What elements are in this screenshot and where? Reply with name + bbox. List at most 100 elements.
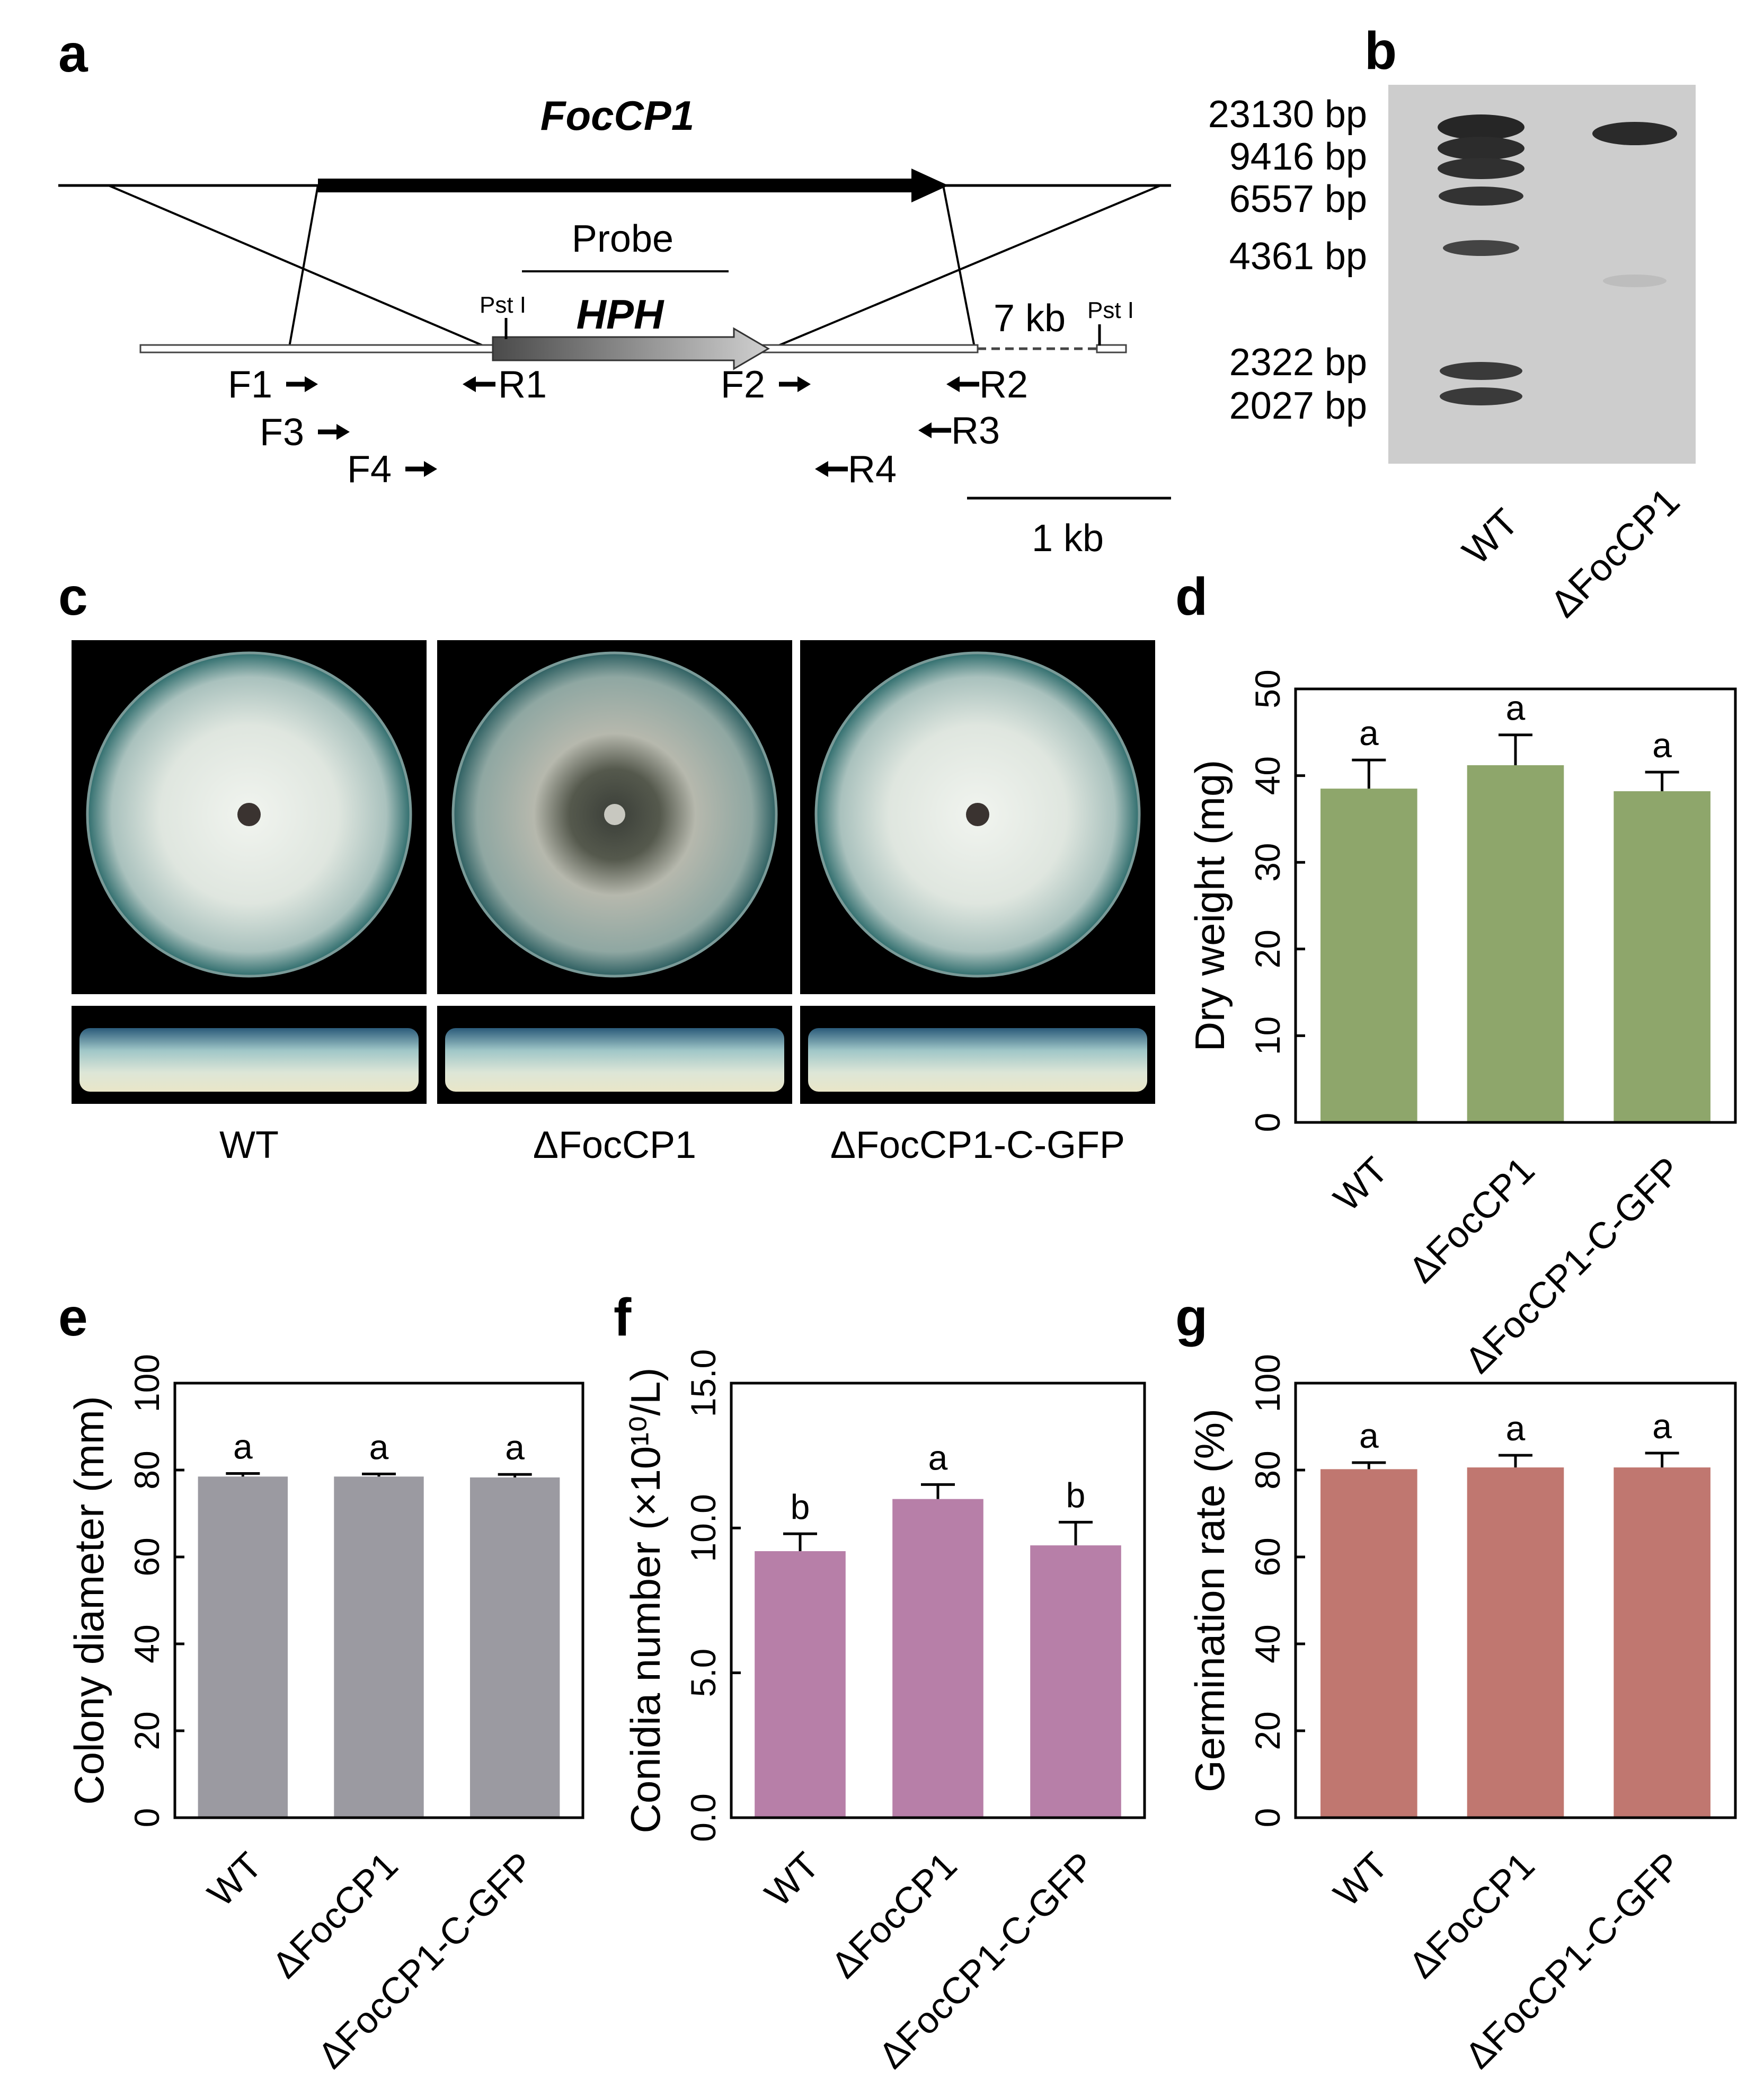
- gene-arrow-head: [911, 169, 949, 202]
- panel-letter-a: a: [58, 24, 88, 83]
- panel-letter-f: f: [614, 1288, 632, 1347]
- y-tick-label: 10: [1248, 1016, 1287, 1055]
- category-label: ΔFocCP1: [823, 1844, 965, 1986]
- bar: [1614, 791, 1710, 1122]
- panel-letter-e: e: [58, 1288, 88, 1347]
- y-tick-label: 40: [1248, 756, 1287, 795]
- ladder-band: [1440, 387, 1522, 405]
- distance-label: 7 kb: [994, 297, 1066, 340]
- significance-label: a: [1652, 725, 1672, 765]
- plot-frame: [730, 1382, 1146, 1819]
- ladder-label: 2322 bp: [1229, 341, 1367, 384]
- ladder-label: 2027 bp: [1229, 385, 1367, 427]
- bar-chart-conidia-number: bWTaΔFocCP1bΔFocCP1-C-GFP0.05.010.015.0C…: [622, 1349, 1146, 2076]
- significance-label: a: [505, 1428, 525, 1467]
- ladder-band: [1439, 187, 1523, 206]
- y-tick-label: 30: [1248, 843, 1287, 881]
- y-tick-label: 40: [1248, 1624, 1287, 1663]
- gene-label: FocCP1: [540, 92, 694, 139]
- category-label: ΔFocCP1: [1401, 1149, 1543, 1290]
- y-tick-label: 80: [127, 1450, 166, 1489]
- bar-chart-dry-weight: aWTaΔFocCP1aΔFocCP1-C-GFP01020304050Dry …: [1186, 669, 1737, 1381]
- mutant-faint-band: [1603, 275, 1667, 287]
- plot-frame: [1294, 1382, 1737, 1819]
- plate-side-complement: [808, 1028, 1147, 1092]
- crossover-line: [768, 184, 1161, 351]
- significance-label: a: [1506, 688, 1526, 728]
- significance-label: a: [233, 1427, 253, 1466]
- bar: [1320, 789, 1417, 1122]
- y-tick-label: 40: [127, 1624, 166, 1663]
- significance-label: a: [369, 1427, 389, 1466]
- bar: [1467, 765, 1564, 1122]
- plot-frame: [173, 1382, 584, 1819]
- y-axis-title: Dry weight (mg): [1186, 760, 1233, 1051]
- category-label: ΔFocCP1: [264, 1844, 406, 1986]
- primer-R1-arrow: [463, 376, 495, 392]
- southern-blot: 23130 bp 9416 bp 6557 bp 4361 bp 2322 bp…: [1208, 85, 1696, 625]
- lane-label-mutant: ΔFocCP1: [1543, 480, 1688, 625]
- bar: [469, 1477, 560, 1818]
- lane-label-wt: WT: [1455, 501, 1527, 573]
- construct-line-end: [1096, 344, 1127, 353]
- primer-R2-arrow: [946, 376, 979, 392]
- pst-site-label-left: Pst I: [480, 292, 526, 318]
- strain-label-wt: WT: [219, 1124, 279, 1166]
- ladder-label: 4361 bp: [1229, 235, 1367, 278]
- strain-label-complement: ΔFocCP1-C-GFP: [830, 1124, 1125, 1166]
- panel-letter-b: b: [1364, 21, 1397, 81]
- primer-F4: F4: [347, 448, 392, 491]
- y-tick-label: 20: [1248, 1711, 1287, 1750]
- primer-F2: F2: [721, 364, 765, 406]
- y-tick-label: 15.0: [684, 1349, 723, 1417]
- significance-label: a: [1506, 1409, 1526, 1448]
- bar: [334, 1476, 424, 1818]
- y-tick-label: 60: [1248, 1537, 1287, 1576]
- ladder-band: [1440, 362, 1522, 380]
- y-axis-title: Conidia number (×10¹⁰/L): [622, 1368, 669, 1834]
- probe-label: Probe: [572, 218, 673, 260]
- primer-R4-arrow: [815, 461, 848, 477]
- category-label: WT: [1326, 1844, 1396, 1914]
- plate-side-mutant: [445, 1028, 784, 1092]
- y-tick-label: 0.0: [684, 1793, 723, 1842]
- category-label: ΔFocCP1: [1401, 1844, 1543, 1986]
- primer-R4: R4: [848, 448, 897, 491]
- significance-label: a: [928, 1438, 948, 1477]
- bar-chart-colony-diameter: aWTaΔFocCP1aΔFocCP1-C-GFP020406080100Col…: [66, 1354, 584, 2076]
- pst-site-label-right: Pst I: [1087, 297, 1134, 323]
- ladder-label: 6557 bp: [1229, 178, 1367, 220]
- y-tick-label: 100: [127, 1354, 166, 1412]
- primer-F1-arrow: [286, 376, 318, 392]
- plate-center-mutant: [604, 804, 625, 825]
- y-tick-label: 0: [127, 1808, 166, 1828]
- strain-label-mutant: ΔFocCP1: [533, 1124, 696, 1166]
- primer-F4-arrow: [405, 461, 437, 477]
- y-tick-label: 20: [127, 1711, 166, 1750]
- mutant-band: [1592, 122, 1677, 145]
- category-label: WT: [757, 1844, 827, 1914]
- significance-label: a: [1652, 1406, 1672, 1446]
- significance-label: a: [1359, 1416, 1379, 1455]
- y-tick-label: 50: [1248, 669, 1287, 708]
- primer-R2: R2: [979, 364, 1028, 406]
- significance-label: a: [1359, 713, 1379, 753]
- significance-label: b: [791, 1487, 810, 1526]
- crossover-line: [942, 185, 976, 350]
- bar: [1030, 1545, 1121, 1818]
- significance-label: b: [1066, 1475, 1086, 1515]
- hph-cassette: [492, 327, 770, 370]
- y-tick-label: 60: [127, 1537, 166, 1576]
- plate-side-wt: [79, 1028, 419, 1092]
- primer-R1: R1: [498, 364, 547, 406]
- category-label: WT: [1326, 1149, 1396, 1219]
- bar: [198, 1476, 288, 1818]
- crossover-line: [288, 185, 319, 350]
- hph-label: HPH: [577, 291, 664, 338]
- scalebar-label: 1 kb: [1032, 517, 1104, 560]
- ladder-label: 9416 bp: [1229, 136, 1367, 178]
- panel-letter-d: d: [1175, 567, 1208, 626]
- plate-center-complement: [966, 803, 989, 826]
- y-axis-title: Colony diameter (mm): [66, 1396, 112, 1805]
